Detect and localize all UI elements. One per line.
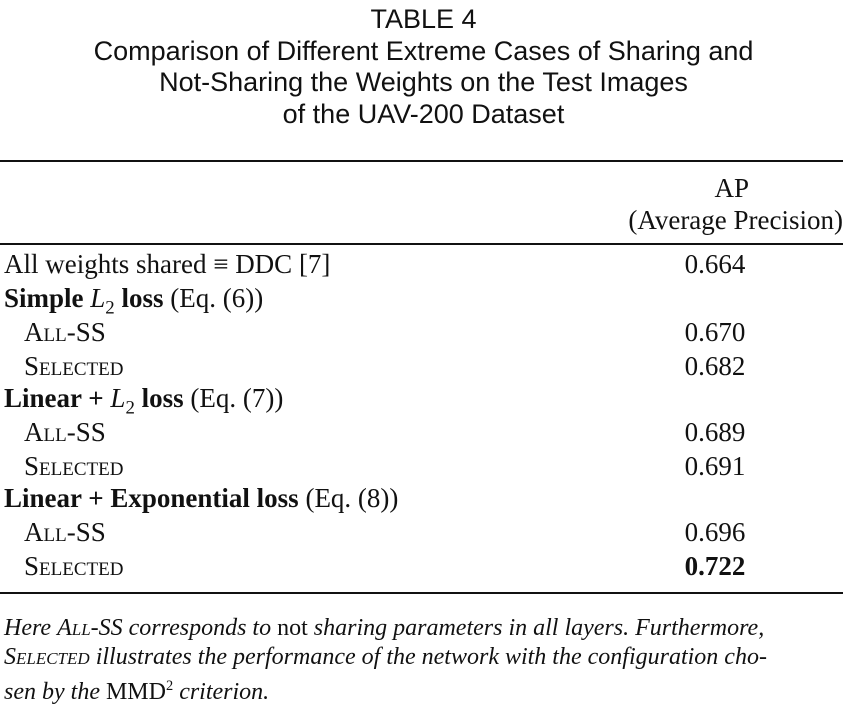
footnote-all-ss: All-SS (57, 615, 123, 641)
group-title-end: loss (114, 283, 164, 313)
table-row: Selected 0.722 (0, 549, 843, 583)
row-label: Selected (24, 551, 124, 581)
footnote-selected: Selected (4, 644, 90, 670)
group-header-linear-l2: Linear + L2 loss (Eq. (7)) (0, 381, 843, 419)
table-number: TABLE 4 (370, 4, 477, 34)
group-title: Simple (4, 283, 91, 313)
row-label: All weights shared ≡ DDC [7] (4, 249, 331, 279)
group-title: Linear + (4, 383, 111, 413)
table-caption: TABLE 4 Comparison of Different Extreme … (0, 4, 847, 130)
group-title-end: loss (134, 383, 184, 413)
group-subscript: 2 (125, 397, 135, 419)
bottom-rule (0, 592, 843, 594)
table-row: All-SS 0.696 (0, 515, 843, 549)
top-rule (0, 160, 843, 162)
group-header-linear-exponential: Linear + Exponential loss (Eq. (8)) (0, 481, 843, 515)
table-row: All-SS 0.689 (0, 415, 843, 449)
header-average-precision: (Average Precision) (628, 205, 843, 235)
table-row: All weights shared ≡ DDC [7] 0.664 (0, 247, 843, 281)
group-header-simple-l2: Simple L2 loss (Eq. (6)) (0, 281, 843, 319)
row-label: Selected (24, 451, 124, 481)
row-label: All-SS (24, 317, 106, 347)
footnote-mmd-sup: 2 (165, 678, 174, 694)
row-value: 0.670 (684, 317, 746, 347)
row-value-best: 0.722 (684, 551, 746, 581)
group-ref: (Eq. (6)) (163, 283, 264, 313)
caption-line-1: Comparison of Different Extreme Cases of… (93, 35, 754, 66)
row-value: 0.696 (684, 517, 746, 547)
footnote-line-1: Here All-SS corresponds to not sharing p… (4, 615, 765, 641)
footnote-line-3: sen by the MMD2 criterion. (4, 678, 270, 705)
row-label: All-SS (24, 417, 106, 447)
group-symbol: L (110, 383, 126, 413)
table-row: Selected 0.691 (0, 449, 843, 483)
footnote-line-2: Selected illustrates the performance of … (4, 644, 767, 670)
header-rule (0, 243, 843, 245)
row-label: All-SS (24, 517, 106, 547)
group-ref: (Eq. (7)) (183, 383, 284, 413)
group-title: Linear + Exponential loss (4, 483, 299, 513)
group-subscript: 2 (105, 297, 115, 319)
row-value: 0.691 (684, 451, 746, 481)
header-ap: AP (714, 173, 749, 203)
column-header: AP (Average Precision) (0, 172, 843, 236)
row-label: Selected (24, 351, 124, 381)
footnote-mmd: MMD (105, 679, 166, 705)
caption-line-3: of the UAV-200 Dataset (282, 98, 565, 129)
footnote-not: not (277, 615, 308, 641)
table-row: Selected 0.682 (0, 349, 843, 383)
row-value: 0.689 (684, 417, 746, 447)
row-value: 0.682 (684, 351, 746, 381)
row-value: 0.664 (684, 249, 746, 279)
group-ref: (Eq. (8)) (298, 483, 399, 513)
caption-line-2: Not-Sharing the Weights on the Test Imag… (159, 67, 688, 97)
group-symbol: L (90, 283, 106, 313)
table-row: All-SS 0.670 (0, 315, 843, 349)
table-footnote: Here All-SS corresponds to not sharing p… (4, 614, 847, 707)
